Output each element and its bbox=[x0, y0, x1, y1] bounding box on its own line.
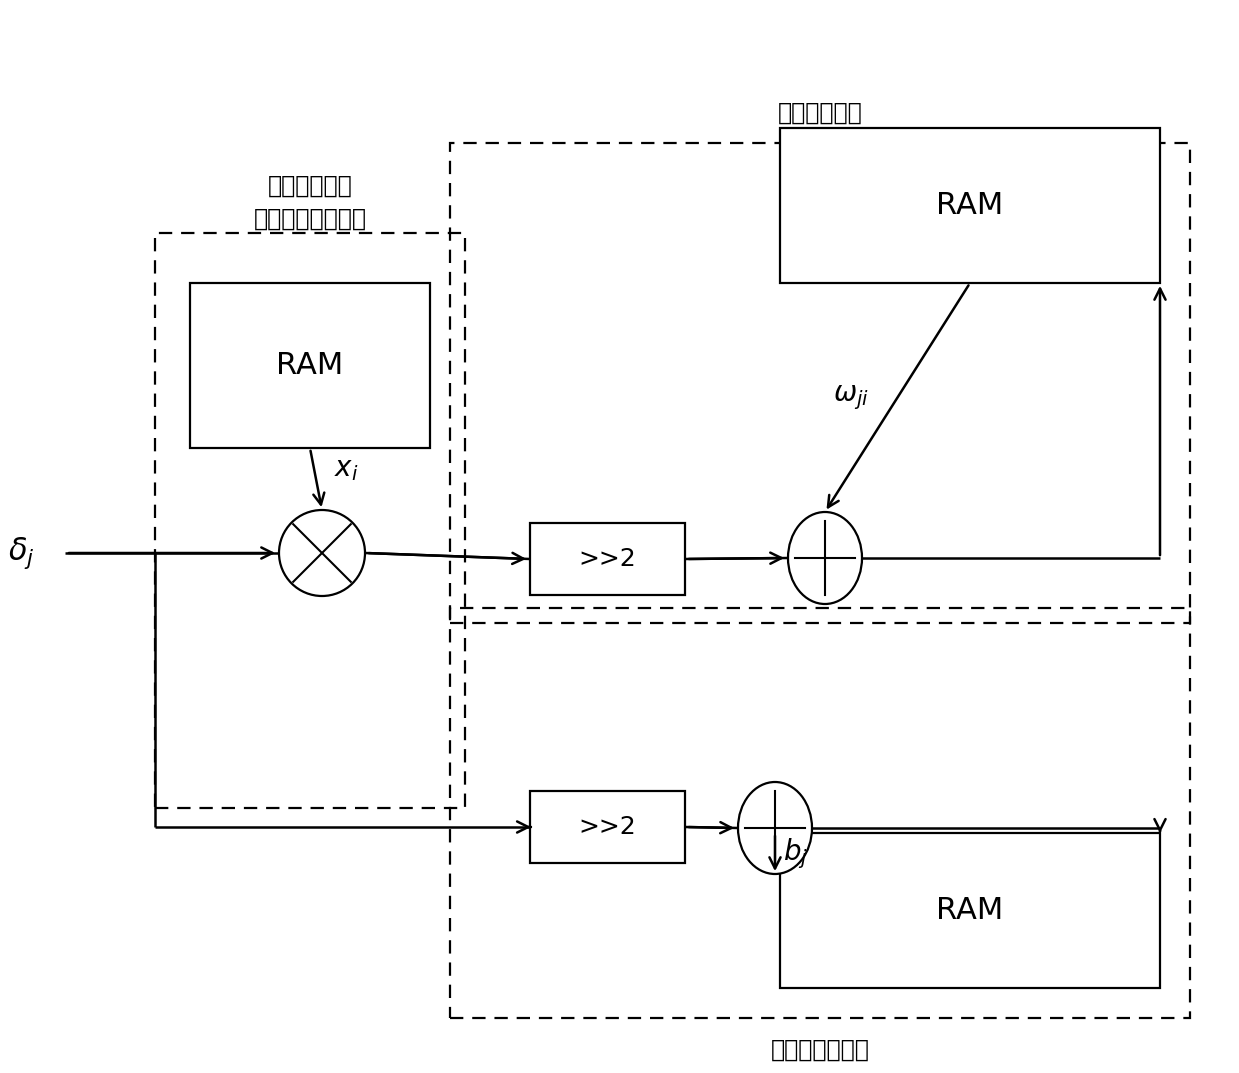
Text: RAM: RAM bbox=[937, 896, 1004, 925]
Text: >>2: >>2 bbox=[579, 547, 637, 571]
Ellipse shape bbox=[788, 512, 862, 604]
Text: 全连接输出层: 全连接输出层 bbox=[268, 174, 352, 199]
Text: $x_i$: $x_i$ bbox=[335, 455, 358, 483]
Bar bbox=[530, 791, 685, 863]
Text: $\omega_{ji}$: $\omega_{ji}$ bbox=[833, 383, 869, 412]
Text: RAM: RAM bbox=[937, 191, 1004, 220]
Text: $b_j$: $b_j$ bbox=[783, 836, 808, 871]
Text: 权值更新模块: 权值更新模块 bbox=[778, 101, 862, 124]
Circle shape bbox=[279, 510, 366, 596]
Bar bbox=[155, 233, 465, 808]
Bar bbox=[450, 608, 1189, 1018]
Text: $\delta_j$: $\delta_j$ bbox=[7, 535, 35, 571]
Ellipse shape bbox=[738, 782, 812, 874]
Bar bbox=[781, 128, 1160, 283]
Bar bbox=[190, 283, 430, 449]
Text: 权值梯度计算模块: 权值梯度计算模块 bbox=[254, 207, 367, 231]
Bar bbox=[450, 143, 1189, 623]
Text: >>2: >>2 bbox=[579, 815, 637, 839]
Bar bbox=[781, 833, 1160, 988]
Bar bbox=[530, 523, 685, 596]
Text: 偏置项更新模块: 偏置项更新模块 bbox=[771, 1038, 870, 1062]
Text: RAM: RAM bbox=[276, 351, 343, 380]
